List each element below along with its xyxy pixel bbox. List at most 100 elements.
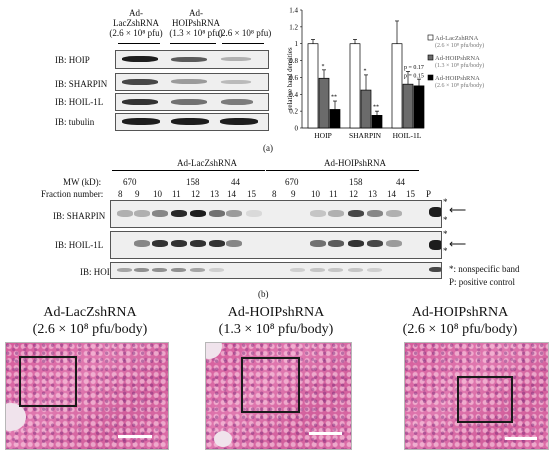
gel-band: [367, 240, 383, 247]
bar: [318, 77, 330, 129]
footnote-nonspecific: *: nonspecific band: [449, 264, 520, 274]
lane-header-lacz: Ad- LacZshRNA (2.6 × 10⁸ pfu): [109, 8, 163, 38]
fraction-number: 9: [135, 189, 140, 199]
y-tick-label: 0: [295, 125, 299, 133]
legend-label: (1.3 × 10⁸ pfu/body): [435, 62, 484, 69]
gel-band: [310, 240, 326, 247]
roi-box: [457, 376, 513, 423]
legend-swatch: [427, 54, 434, 61]
bar: [402, 83, 414, 129]
blot-label-hoip: IB: HOIP: [55, 55, 90, 65]
legend-label: Ad-HOIPshRNA: [435, 75, 480, 82]
fraction-number: 13: [368, 189, 377, 199]
bar: [391, 43, 403, 129]
x-tick-label: SHARPIN: [349, 131, 382, 140]
gel-band: [348, 268, 363, 272]
gel-band: [429, 207, 441, 217]
footnote-positive: P: positive control: [449, 277, 515, 287]
x-tick-label: HOIL-1L: [393, 131, 422, 140]
bar: [360, 89, 372, 129]
gel-band: [328, 240, 344, 247]
fraction-number: 14: [387, 189, 396, 199]
histo-dose-3: (2.6 × 10⁸ pfu/body): [402, 322, 518, 337]
gel-band: [226, 210, 242, 217]
bar: [413, 85, 425, 129]
fraction-number: 12: [349, 189, 358, 199]
positive-control-lane: P: [426, 189, 432, 199]
blot-sharpin: [115, 73, 269, 91]
legend-label: (2.6 × 10⁸ pfu/body): [435, 82, 484, 89]
histo-title-1: Ad-LacZshRNA: [43, 305, 137, 320]
blot-tubulin: [115, 113, 269, 131]
mw-44-right: 44: [396, 177, 405, 187]
legend-swatch: [427, 74, 434, 81]
significance-mark: *: [364, 68, 367, 74]
fraction-number: 10: [153, 189, 162, 199]
histo-title-3: Ad-HOIPshRNA: [411, 305, 509, 320]
gel-band: [367, 210, 383, 217]
gel-band: [134, 210, 150, 217]
bar: [349, 43, 361, 129]
significance-mark: *: [322, 64, 325, 70]
blot-hoil1l: [115, 93, 269, 111]
gel-band: [190, 210, 206, 217]
gel-band: [117, 268, 132, 272]
gel-band: [190, 268, 205, 272]
significance-mark: p = 0.17: [404, 65, 424, 71]
legend-label: Ad-HOIPshRNA: [435, 55, 480, 62]
mw-158-left: 158: [186, 177, 200, 187]
star-1: *: [443, 197, 448, 207]
gel-blot-hoip: [110, 262, 442, 279]
y-tick-label: 0.4: [289, 91, 298, 99]
histo-title-2: Ad-HOIPshRNA: [227, 305, 325, 320]
gel-band: [310, 268, 325, 272]
roi-box: [19, 356, 77, 407]
fraction-number: 8: [118, 189, 123, 199]
group-label-lacz: Ad-LacZshRNA: [177, 158, 237, 168]
mw-670-left: 670: [123, 177, 137, 187]
arrow-left-icon: ⟵: [449, 203, 467, 217]
gel-band: [429, 240, 441, 250]
gel-band: [429, 267, 441, 272]
gel-band: [171, 210, 187, 217]
gel-band: [209, 268, 224, 272]
histology-image-lacz: [5, 342, 169, 450]
y-tick-label: 1.2: [289, 23, 298, 31]
group-label-hoip: Ad-HOIPshRNA: [324, 158, 387, 168]
gel-band: [117, 210, 133, 217]
y-tick-label: 1: [295, 40, 299, 48]
fraction-number: 9: [291, 189, 296, 199]
fraction-number: 14: [227, 189, 236, 199]
blot-label-sharpin: IB: SHARPIN: [55, 79, 108, 89]
fraction-label: Fraction number:: [41, 189, 104, 199]
bar-chart: relative band densities 0 0.2 0.4 0.6 0.8 1 1.…: [286, 7, 484, 141]
histo-dose-1: (2.6 × 10⁸ pfu/body): [32, 322, 148, 337]
fraction-number: 11: [172, 189, 181, 199]
x-tick-label: HOIP: [314, 131, 332, 140]
significance-mark: **: [373, 105, 379, 111]
fraction-number: 10: [311, 189, 320, 199]
scale-bar: [118, 435, 152, 438]
mw-670-right: 670: [285, 177, 299, 187]
gel-band: [348, 240, 364, 247]
gel-band: [290, 268, 305, 272]
gel-band: [328, 268, 343, 272]
gel-band: [152, 210, 168, 217]
gel-band: [134, 240, 150, 247]
bar: [307, 43, 319, 129]
scale-bar: [505, 437, 537, 440]
star-3: *: [443, 229, 448, 239]
blot-label-hoip-b: IB: HOIP: [80, 267, 115, 277]
histo-dose-2: (1.3 × 10⁸ pfu/body): [218, 322, 334, 337]
gel-band: [209, 210, 225, 217]
blot-hoip: [115, 50, 269, 69]
fraction-number: 15: [247, 189, 256, 199]
gel-band: [171, 240, 187, 247]
star-2: *: [443, 215, 448, 225]
histology-image-hoip-high: [404, 342, 549, 450]
gel-band: [386, 210, 402, 217]
legend-label: (2.6 × 10⁸ pfu/body): [435, 42, 484, 49]
y-tick-label: 0.6: [289, 74, 298, 82]
panel-a-label: (a): [263, 143, 273, 153]
gel-band: [134, 268, 149, 272]
